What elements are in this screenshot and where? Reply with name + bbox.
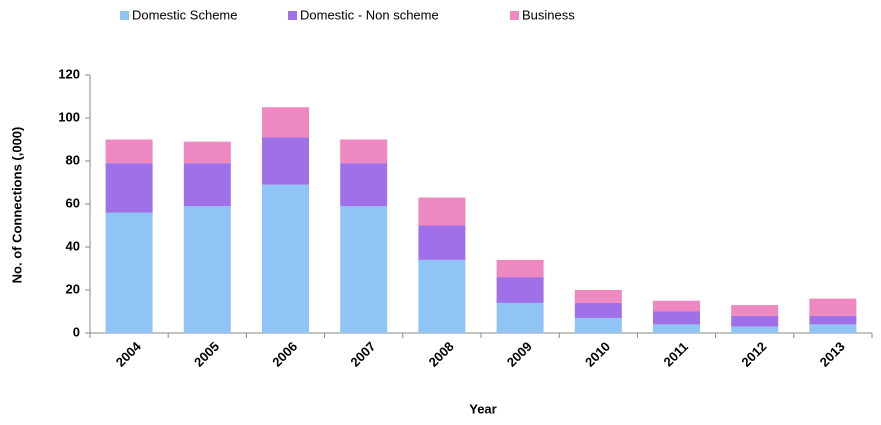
legend-label: Domestic - Non scheme (300, 7, 439, 22)
y-tick-label: 80 (66, 152, 80, 167)
bar-segment (653, 300, 700, 312)
y-tick-label: 40 (66, 238, 80, 253)
bar-segment (340, 206, 388, 333)
legend-label: Business (522, 7, 575, 22)
bar-segment (653, 324, 700, 333)
bar-segment (809, 315, 857, 325)
bar-segment (262, 184, 309, 333)
x-axis-title: Year (469, 401, 496, 416)
bar-segment (262, 137, 309, 185)
legend-swatch (120, 11, 129, 20)
bar-segment (183, 206, 231, 333)
y-tick-label: 60 (66, 195, 80, 210)
x-tick-label: 2010 (582, 339, 613, 370)
legend-swatch (288, 11, 297, 20)
bar-segment (809, 324, 857, 333)
y-tick-label: 0 (73, 324, 80, 339)
bar-segment (418, 259, 466, 333)
bar-segment (809, 298, 857, 316)
bar-segment (731, 326, 779, 333)
bar-segment (496, 302, 544, 333)
bar-segment (105, 139, 153, 164)
y-tick-label: 120 (58, 66, 80, 81)
bar-segment (262, 107, 309, 138)
bar-segment (731, 315, 779, 327)
bar-segment (653, 311, 700, 325)
bar-segment (574, 302, 622, 318)
bar-segment (496, 277, 544, 303)
bar-segment (183, 141, 231, 164)
x-tick-label: 2009 (504, 339, 535, 370)
x-tick-label: 2005 (191, 339, 222, 370)
x-tick-label: 2013 (817, 339, 848, 370)
x-tick-label: 2011 (660, 339, 691, 370)
bar-segment (340, 139, 388, 164)
bar-segment (731, 305, 779, 316)
y-tick-label: 20 (66, 281, 80, 296)
legend-label: Domestic Scheme (132, 7, 237, 22)
y-axis-title: No. of Connections (,000) (9, 127, 24, 284)
bar-segment (574, 290, 622, 303)
x-tick-label: 2008 (426, 339, 457, 370)
bar-segment (105, 163, 153, 213)
x-tick-label: 2012 (738, 339, 769, 370)
bar-segment (340, 163, 388, 207)
bar-segment (496, 259, 544, 278)
x-tick-label: 2004 (113, 338, 145, 370)
bar-segment (418, 225, 466, 260)
x-tick-label: 2006 (269, 339, 300, 370)
y-tick-label: 100 (58, 109, 80, 124)
bar-segment (105, 212, 153, 333)
bar-segment (183, 163, 231, 207)
x-tick-label: 2007 (347, 339, 378, 370)
bar-segment (574, 317, 622, 333)
legend-swatch (510, 11, 519, 20)
bar-segment (418, 197, 466, 226)
